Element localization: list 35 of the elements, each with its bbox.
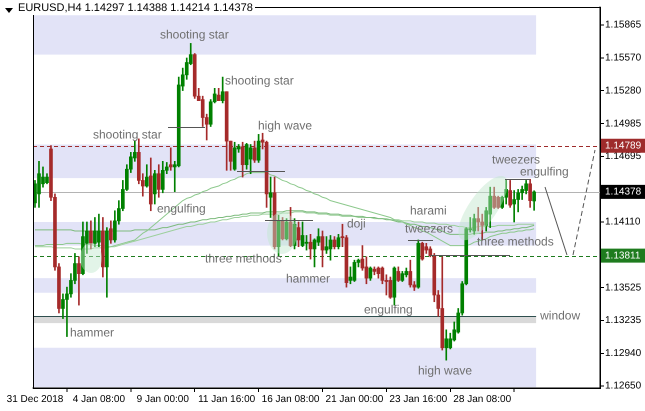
y-tick-label: 1.15570 (605, 52, 642, 64)
annotation: engulfing (364, 302, 413, 316)
x-tick-label: 9 Jan 00:00 (136, 394, 190, 405)
chart-title: EURUSD,H4 1.14297 1.14388 1.14214 1.14378 (16, 1, 255, 15)
y-tick-label: 1.14985 (605, 118, 642, 130)
x-tick-label: 28 Jan 08:00 (453, 394, 512, 405)
ref-line-label: 1.14378 (605, 186, 642, 198)
x-tick-label: 31 Dec 2018 (6, 394, 64, 405)
annotation: high wave (418, 363, 472, 378)
x-tick-label: 23 Jan 16:00 (389, 394, 448, 405)
annotation: shooting star (93, 127, 162, 142)
annotation: three methods (477, 234, 554, 248)
band-label: window (539, 308, 580, 323)
x-tick-label: 16 Jan 08:00 (262, 394, 320, 405)
x-tick-label: 21 Jan 00:00 (326, 394, 384, 405)
y-tick-label: 1.12650 (605, 380, 642, 392)
annotation: tweezers (492, 152, 540, 166)
annotation: shooting star (160, 27, 229, 42)
y-tick-label: 1.15280 (605, 85, 642, 96)
ref-line-label: 1.14789 (605, 140, 642, 152)
annotation: hammer (70, 325, 114, 340)
y-tick-label: 1.15865 (605, 20, 642, 31)
x-tick-label: 11 Jan 16:00 (198, 394, 256, 405)
annotation: high wave (258, 118, 312, 132)
y-tick-label: 1.14110 (605, 216, 641, 228)
annotation: shooting star (225, 73, 294, 88)
annotation: hammer (286, 271, 330, 286)
y-tick-label: 1.13525 (605, 282, 642, 294)
annotation: harami (410, 203, 447, 218)
ref-line-label: 1.13811 (605, 250, 641, 262)
y-tick-label: 1.12940 (605, 348, 642, 360)
annotation: engulfing (520, 164, 569, 178)
x-tick-label: 4 Jan 08:00 (72, 394, 126, 405)
annotation: doji (347, 216, 366, 230)
y-tick-label: 1.13235 (605, 315, 642, 326)
